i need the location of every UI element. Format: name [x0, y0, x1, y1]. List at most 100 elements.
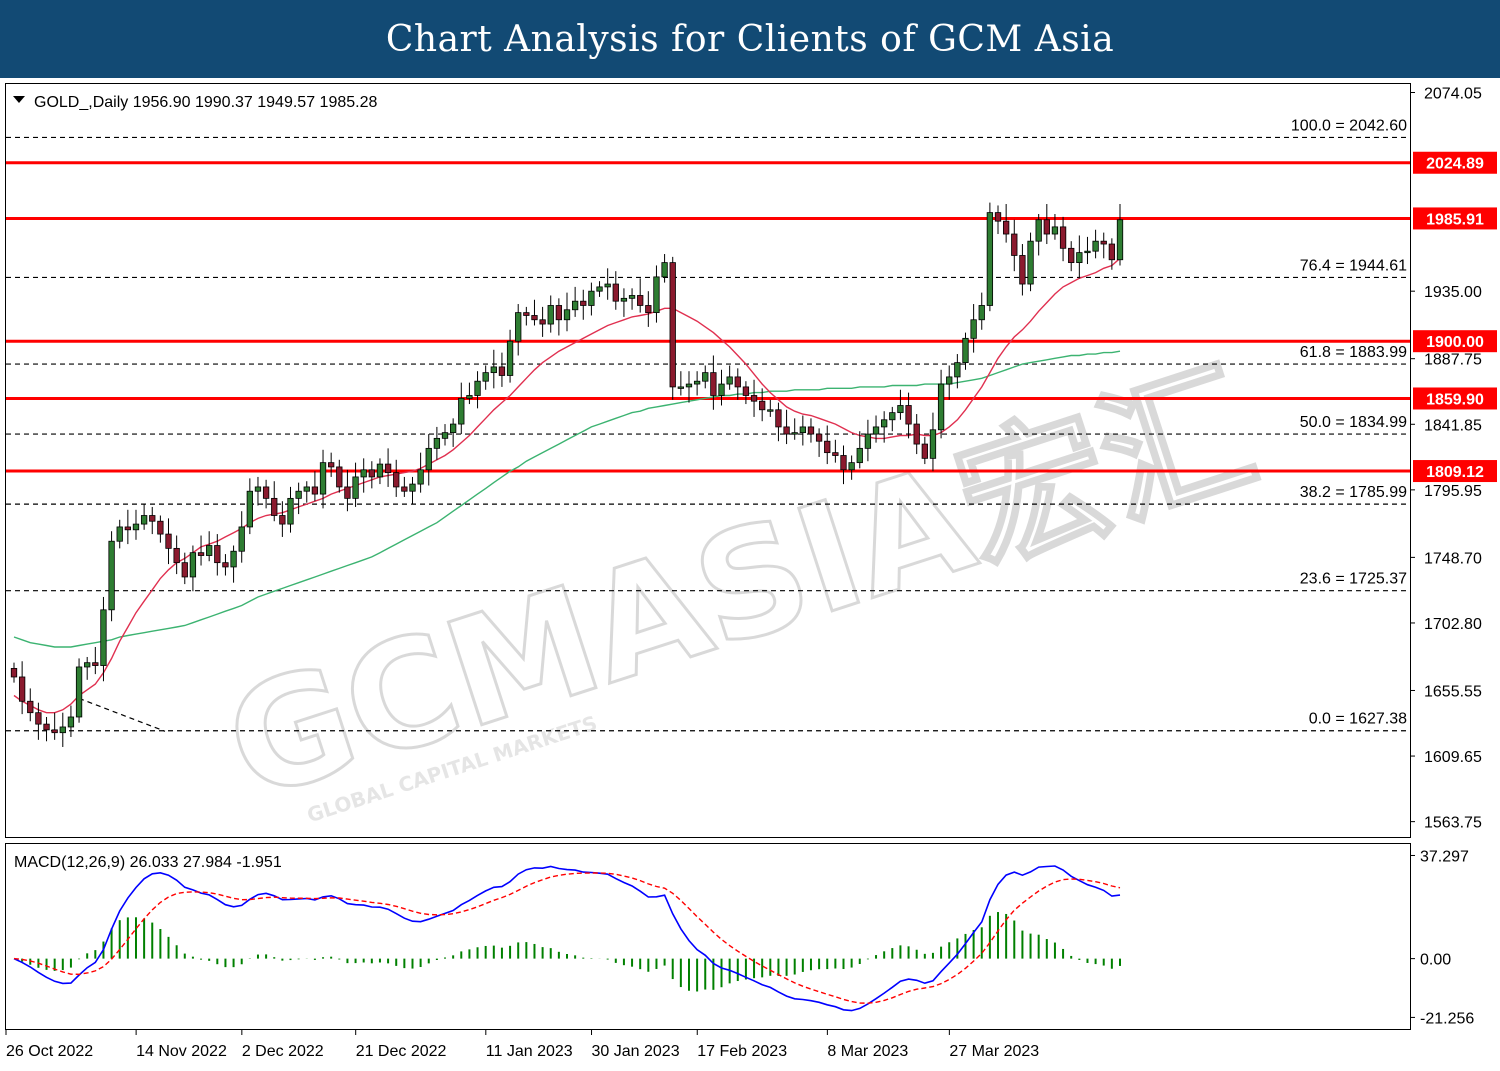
ma-slow-line — [13, 350, 1121, 648]
level-badge — [1413, 460, 1497, 483]
candle-body — [767, 409, 774, 412]
candle-body — [376, 463, 384, 478]
candle-body — [100, 609, 107, 666]
candle-body — [116, 526, 123, 542]
price-pane-frame — [5, 83, 1411, 838]
candle-body — [824, 440, 831, 454]
candle-body — [759, 400, 766, 411]
candle-body — [35, 712, 42, 725]
candle-body — [604, 283, 611, 288]
candle-body — [669, 262, 676, 388]
candle-body — [336, 466, 343, 488]
candle-body — [344, 486, 351, 499]
fib-label: 76.4 = 1944.61 — [1300, 257, 1407, 274]
level-badge — [1413, 151, 1497, 174]
candle-body — [693, 380, 701, 385]
candle-body — [506, 340, 514, 376]
candle-body — [645, 305, 652, 314]
candle-body — [441, 432, 449, 439]
candle-body — [856, 447, 863, 464]
candle-body — [1011, 233, 1018, 256]
candle-body — [319, 462, 327, 495]
candle-body — [864, 433, 872, 449]
candle-body — [165, 533, 172, 549]
candle-body — [661, 262, 668, 278]
candle-body — [449, 423, 457, 434]
candle-body — [1027, 240, 1034, 285]
candle-body — [555, 305, 563, 321]
candle-body — [515, 312, 522, 342]
price-tick-label: 1748.70 — [1424, 550, 1482, 567]
fib-label: 100.0 = 2042.60 — [1291, 117, 1407, 134]
date-tick-label: 27 Mar 2023 — [949, 1043, 1039, 1060]
candle-body — [466, 395, 473, 399]
candle-body — [677, 386, 685, 389]
symbol-info: GOLD_,Daily 1956.90 1990.37 1949.57 1985… — [34, 94, 377, 111]
candle-body — [18, 676, 26, 702]
candle-body — [149, 515, 156, 522]
candle-body — [222, 562, 229, 568]
candle-body — [311, 486, 319, 495]
candle-body — [954, 362, 961, 378]
level-badge — [1413, 330, 1497, 353]
candle-body — [393, 472, 400, 488]
price-tick-label: 1702.80 — [1424, 616, 1482, 633]
level-badge — [1413, 387, 1497, 410]
candle-body — [710, 372, 717, 396]
candle-body — [27, 700, 34, 714]
candle-body — [742, 386, 750, 396]
candle-body — [254, 486, 262, 492]
candle-body — [417, 469, 424, 485]
candle-body — [230, 550, 237, 568]
candle-body — [328, 462, 335, 468]
fibonacci-layer: 100.0 = 2042.60 76.4 = 1944.61 61.8 = 1883… — [6, 117, 1410, 732]
candle-body — [937, 383, 945, 431]
candle-body — [295, 490, 302, 499]
candle-body — [1051, 226, 1059, 235]
candle-body — [206, 545, 213, 556]
date-tick-label: 30 Jan 2023 — [592, 1043, 680, 1060]
price-tick-label: 1795.95 — [1424, 483, 1482, 500]
candle-body — [547, 305, 554, 325]
candle-body — [189, 552, 197, 578]
candle-body — [921, 443, 928, 459]
date-tick-label: 14 Nov 2022 — [136, 1043, 227, 1060]
candle-body — [214, 545, 221, 564]
dropdown-triangle-icon[interactable] — [13, 96, 25, 103]
candle-body — [303, 486, 310, 492]
date-axis: 26 Oct 2022 14 Nov 2022 2 Dec 2022 21 Dec 2… — [5, 1030, 1039, 1060]
fib-label: 23.6 = 1725.37 — [1300, 571, 1407, 588]
candle-body — [929, 429, 937, 459]
price-tick-label: 1655.55 — [1424, 683, 1482, 700]
level-badge-label: 1985.91 — [1426, 211, 1484, 228]
date-tick-label: 17 Feb 2023 — [697, 1043, 787, 1060]
candle-body — [791, 432, 798, 435]
candle-body — [1092, 240, 1099, 252]
candle-body — [702, 372, 709, 382]
candle-body — [43, 723, 50, 731]
candle-body — [881, 419, 888, 428]
price-tick-label: 1935.00 — [1424, 284, 1482, 301]
candle-body — [994, 212, 1002, 222]
date-tick-label: 26 Oct 2022 — [6, 1043, 93, 1060]
price-tick-label: 1841.85 — [1424, 417, 1482, 434]
price-axis: 2074.05 1935.00 1887.75 1841.85 1795.95 1748.… — [1410, 86, 1482, 832]
candle-body — [10, 667, 18, 678]
candle-body — [124, 526, 132, 531]
candle-body — [108, 540, 115, 611]
candle-body — [986, 212, 994, 306]
candle-body — [140, 515, 148, 525]
candle-body — [588, 290, 595, 306]
title-banner: Chart Analysis for Clients of GCM Asia — [0, 0, 1500, 78]
candle-body — [872, 426, 880, 435]
candle-body — [580, 300, 587, 306]
candle-body — [1043, 219, 1050, 235]
candle-body — [1035, 219, 1042, 242]
candle-body — [815, 433, 823, 442]
date-tick-label: 11 Jan 2023 — [486, 1043, 573, 1060]
candle-body — [978, 305, 985, 321]
banner-title: Chart Analysis for Clients of GCM Asia — [385, 18, 1115, 60]
candle-body — [287, 497, 294, 525]
candle-body — [799, 426, 806, 434]
